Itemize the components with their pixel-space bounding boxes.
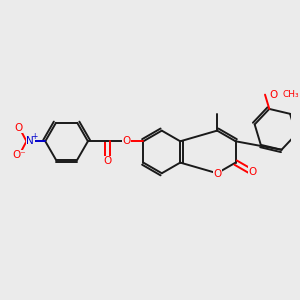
Text: +: + (31, 132, 38, 141)
Text: O: O (15, 122, 23, 133)
Text: CH₃: CH₃ (282, 90, 299, 99)
Text: O: O (122, 136, 130, 146)
Text: O: O (103, 156, 111, 166)
Text: O⁻: O⁻ (13, 150, 27, 160)
Text: O: O (213, 169, 221, 179)
Text: O: O (270, 90, 278, 100)
Text: N: N (26, 136, 34, 146)
Text: O: O (248, 167, 256, 177)
